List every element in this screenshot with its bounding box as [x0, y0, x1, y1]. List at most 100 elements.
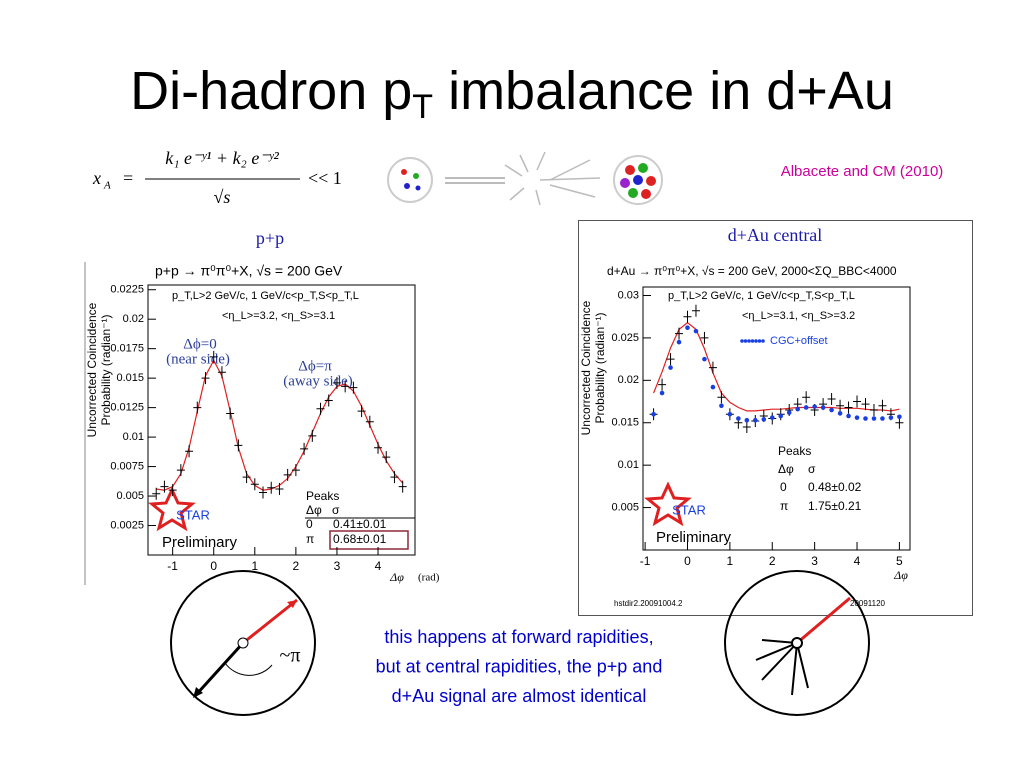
caption-line: but at central rapidities, the p+p and	[376, 656, 663, 676]
slide-title: Di-hadron pT imbalance in d+Au	[130, 61, 894, 126]
annotation: σ	[808, 462, 816, 476]
chart-title: d+Au central	[728, 225, 823, 245]
data-point	[683, 310, 692, 323]
model-point	[803, 405, 809, 410]
x-axis-label: Δφ	[893, 568, 908, 582]
annotation: <η_L>=3.2, <η_S>=3.1	[222, 310, 335, 322]
data-point	[836, 399, 845, 412]
formula-rhs: << 1	[308, 168, 342, 188]
x-tick-label: 2	[769, 554, 776, 568]
data-point	[717, 391, 726, 404]
model-point	[837, 411, 843, 416]
data-point	[742, 420, 751, 433]
y-tick-label: 0.02	[123, 313, 144, 325]
model-point	[846, 413, 851, 419]
data-point	[160, 480, 169, 493]
data-point	[844, 401, 853, 414]
x-tick-label: 4	[375, 559, 382, 573]
x-tick-label: -1	[167, 559, 178, 573]
data-point	[349, 381, 358, 394]
model-point	[736, 416, 741, 421]
annotation: Δφ	[306, 503, 322, 517]
nucleon	[638, 163, 648, 173]
annotation: 0.48±0.02	[808, 480, 862, 494]
data-point	[357, 405, 366, 418]
annotation: π	[306, 532, 314, 546]
nucleon	[625, 165, 635, 175]
y-tick-label: 0.015	[116, 372, 144, 384]
legend-swatch	[750, 339, 755, 343]
beam	[539, 177, 601, 181]
annotation: 0.41±0.01	[333, 517, 387, 531]
nucleon	[620, 178, 630, 188]
data-point	[168, 484, 177, 497]
data-point	[259, 486, 268, 499]
model-point	[888, 415, 894, 420]
annotation: Preliminary	[162, 534, 238, 551]
data-point	[226, 407, 235, 420]
y-tick-label: 0.0225	[110, 284, 144, 296]
data-point	[691, 304, 700, 317]
formula-eq: =	[123, 168, 133, 188]
data-point	[234, 439, 243, 452]
y-tick-label: 0.0025	[110, 519, 144, 531]
parton	[415, 185, 421, 191]
model-point	[719, 403, 724, 409]
y-tick-label: 0.01	[123, 431, 144, 443]
annotation: 0	[306, 517, 313, 531]
model-point	[702, 356, 707, 362]
citation: Albacete and CM (2010)	[781, 163, 944, 180]
x-axis-label: Δφ	[389, 570, 404, 584]
y-tick-label: 0.02	[618, 374, 639, 386]
model-point	[820, 405, 826, 410]
model-point	[863, 416, 868, 421]
fit-curve	[653, 321, 900, 412]
annotation: 1.75±0.21	[808, 499, 862, 513]
star-logo	[148, 481, 692, 532]
nucleon	[628, 188, 638, 198]
plot-frame	[147, 284, 416, 556]
model-point	[693, 328, 699, 334]
annotation: Δφ	[778, 462, 794, 476]
x-tick-label: 2	[293, 559, 300, 573]
legend-swatch	[747, 339, 751, 343]
y-tick-label: 0.005	[116, 490, 144, 502]
legend-swatch	[740, 339, 744, 343]
data-point	[853, 395, 862, 408]
model-point	[795, 406, 800, 412]
data-point	[365, 415, 374, 428]
model-point	[761, 417, 767, 422]
model-point	[685, 325, 690, 331]
model-point	[676, 339, 682, 345]
annotation: STAR	[672, 502, 706, 517]
data-point	[374, 441, 383, 454]
x-tick-label: -1	[640, 554, 651, 568]
title-text: Di-hadron p	[130, 61, 412, 121]
data-point	[332, 376, 341, 389]
x-tick-label: 0	[684, 554, 691, 568]
model-point	[778, 413, 784, 419]
nucleon	[641, 189, 651, 199]
formula: x A = k₁ e⁻ʸ¹ + k₂ e⁻ʸ² √s << 1	[92, 148, 342, 207]
legend-swatch	[757, 339, 762, 343]
data-point	[283, 468, 292, 481]
annotation: Peaks	[306, 489, 339, 503]
proton	[387, 157, 433, 203]
y-tick-label: 0.01	[618, 459, 639, 471]
chart-title: p+p	[256, 228, 284, 248]
model-point	[769, 415, 775, 420]
data-point	[878, 399, 887, 412]
parton	[401, 169, 407, 175]
data-point	[382, 451, 391, 464]
data-point	[658, 378, 667, 391]
y-tick-label: 0.025	[611, 332, 639, 344]
model-point	[744, 417, 750, 423]
annotation: <η_L>=3.1, <η_S>=3.2	[742, 310, 855, 322]
data-point	[869, 404, 878, 417]
annotation: STAR	[176, 507, 210, 522]
y-tick-label: 0.0175	[110, 343, 144, 355]
model-point	[897, 414, 902, 420]
annotation: 20091120	[850, 599, 886, 608]
jet-diagram-right	[724, 570, 870, 716]
data-point	[209, 350, 218, 363]
